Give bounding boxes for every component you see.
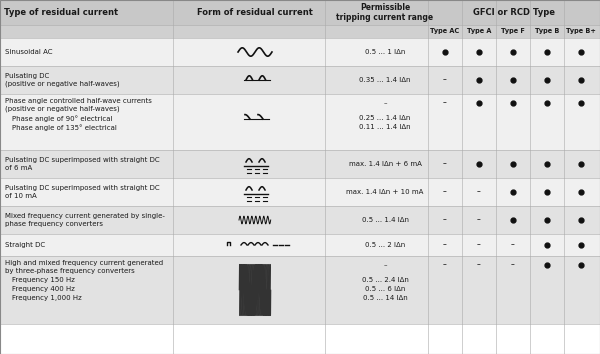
Text: Phase angle of 135° electrical: Phase angle of 135° electrical bbox=[12, 124, 117, 131]
Text: Straight DC: Straight DC bbox=[5, 242, 45, 248]
Text: –: – bbox=[383, 100, 387, 106]
Text: –: – bbox=[443, 216, 447, 224]
Text: 0.5 ... 2 IΔn: 0.5 ... 2 IΔn bbox=[365, 242, 405, 248]
Text: 0.5 ... 1 IΔn: 0.5 ... 1 IΔn bbox=[365, 49, 405, 55]
Bar bbox=[0, 178, 600, 206]
Bar bbox=[0, 234, 600, 256]
Text: Type B: Type B bbox=[535, 29, 559, 34]
Text: Phase angle of 90° electrical: Phase angle of 90° electrical bbox=[12, 115, 113, 122]
Text: max. 1.4 IΔn + 6 mA: max. 1.4 IΔn + 6 mA bbox=[349, 161, 421, 167]
Text: –: – bbox=[443, 75, 447, 85]
Text: –: – bbox=[511, 261, 515, 269]
Text: 0.5 ... 2.4 IΔn: 0.5 ... 2.4 IΔn bbox=[362, 277, 409, 283]
Text: Pulsating DC superimposed with straight DC
of 6 mA: Pulsating DC superimposed with straight … bbox=[5, 157, 160, 171]
Bar bbox=[0, 256, 600, 324]
Text: –: – bbox=[443, 160, 447, 169]
Text: –: – bbox=[477, 261, 481, 269]
Text: Mixed frequency current generated by single-
phase frequency converters: Mixed frequency current generated by sin… bbox=[5, 213, 165, 227]
Text: max. 1.4 IΔn + 10 mA: max. 1.4 IΔn + 10 mA bbox=[346, 189, 424, 195]
Text: 0.35 ... 1.4 IΔn: 0.35 ... 1.4 IΔn bbox=[359, 77, 411, 83]
Text: High and mixed frequency current generated
by three-phase frequency converters: High and mixed frequency current generat… bbox=[5, 260, 163, 274]
Bar bbox=[0, 38, 600, 66]
Text: 0.11 ... 1.4 IΔn: 0.11 ... 1.4 IΔn bbox=[359, 124, 411, 130]
Text: Type of residual current: Type of residual current bbox=[4, 8, 118, 17]
Text: Form of residual current: Form of residual current bbox=[197, 8, 313, 17]
Text: –: – bbox=[443, 261, 447, 269]
Text: Frequency 400 Hz: Frequency 400 Hz bbox=[12, 286, 75, 292]
Text: 0.5 ... 6 IΔn: 0.5 ... 6 IΔn bbox=[365, 286, 405, 292]
Text: –: – bbox=[477, 216, 481, 224]
Text: –: – bbox=[383, 262, 387, 268]
Bar bbox=[0, 66, 600, 94]
Text: –: – bbox=[443, 98, 447, 108]
Bar bbox=[0, 25, 600, 38]
Text: Phase angle controlled half-wave currents
(positive or negative half-waves): Phase angle controlled half-wave current… bbox=[5, 98, 152, 112]
Text: Type F: Type F bbox=[501, 29, 525, 34]
Text: –: – bbox=[511, 240, 515, 250]
Text: Permissible
tripping current range: Permissible tripping current range bbox=[337, 3, 434, 22]
Text: 0.25 ... 1.4 IΔn: 0.25 ... 1.4 IΔn bbox=[359, 115, 410, 121]
Text: –: – bbox=[443, 188, 447, 196]
Text: Frequency 1,000 Hz: Frequency 1,000 Hz bbox=[12, 295, 82, 301]
Bar bbox=[0, 94, 600, 150]
Bar bbox=[0, 206, 600, 234]
Text: Pulsating DC
(positive or negative half-waves): Pulsating DC (positive or negative half-… bbox=[5, 73, 119, 87]
Text: –: – bbox=[477, 240, 481, 250]
Bar bbox=[0, 150, 600, 178]
Text: Type AC: Type AC bbox=[430, 29, 460, 34]
Text: Frequency 150 Hz: Frequency 150 Hz bbox=[12, 277, 75, 283]
Text: Type B+: Type B+ bbox=[566, 29, 596, 34]
Text: 0.5 ... 14 IΔn: 0.5 ... 14 IΔn bbox=[362, 295, 407, 301]
Bar bbox=[0, 0, 600, 25]
Text: Sinusoidal AC: Sinusoidal AC bbox=[5, 49, 53, 55]
Text: –: – bbox=[477, 188, 481, 196]
Text: Type A: Type A bbox=[467, 29, 491, 34]
Text: 0.5 ... 1.4 IΔn: 0.5 ... 1.4 IΔn bbox=[361, 217, 409, 223]
Text: GFCI or RCD Type: GFCI or RCD Type bbox=[473, 8, 555, 17]
Text: Pulsating DC superimposed with straight DC
of 10 mA: Pulsating DC superimposed with straight … bbox=[5, 185, 160, 199]
Text: –: – bbox=[443, 240, 447, 250]
